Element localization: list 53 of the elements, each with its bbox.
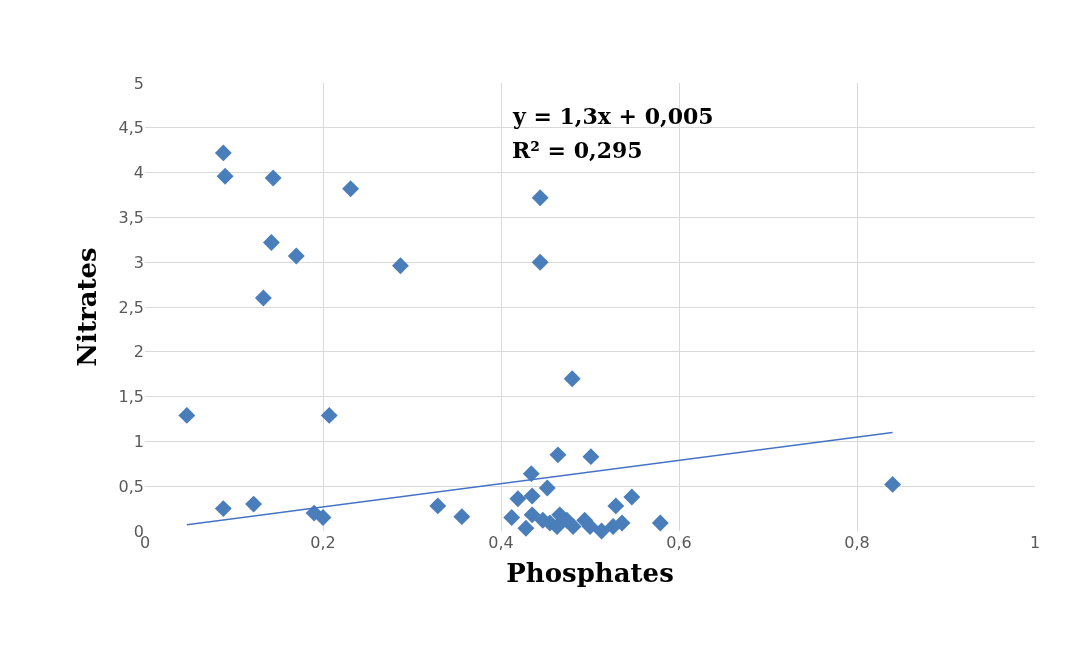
point [549,446,567,464]
point [214,500,232,518]
point [531,189,549,207]
y-tick-label: 2 [133,342,144,362]
point [254,289,272,307]
point [517,519,535,537]
point [523,487,541,505]
point [607,497,625,515]
x-tick-label: 0,4 [488,533,514,552]
y-tick-label: 3,5 [118,208,144,227]
point [216,167,234,185]
point [884,475,902,493]
point [264,169,282,187]
point [509,490,527,508]
point [651,514,669,532]
x-tick-label: 1 [1029,533,1041,552]
y-tick-label: 3 [133,252,144,272]
point [581,518,599,535]
point [538,479,556,497]
point [523,506,541,524]
x-tick-label: 0,2 [310,533,336,552]
y-tick-label: 0,5 [118,476,144,496]
y-tick-label: 1 [133,432,144,451]
annotation: R² = 0,295 [512,137,643,163]
y-tick-label: 4,5 [118,118,144,138]
y-tick-label: 4 [133,163,144,183]
point [178,406,196,424]
point [593,522,611,540]
point [245,495,263,513]
point [563,370,581,388]
point [623,488,641,506]
point [522,465,540,483]
point [453,508,471,526]
point [503,509,521,527]
point [320,406,338,424]
y-axis-title: Nitrates [71,247,102,367]
x-tick-label: 0,6 [666,533,692,552]
point [342,180,360,198]
point [391,257,409,275]
annotation: y = 1,3x + 0,005 [512,103,714,129]
x-axis-title: Phosphates [506,557,674,588]
y-tick-label: 5 [133,73,144,93]
y-tick-label: 2,5 [118,297,144,317]
point [287,247,305,265]
point [429,497,447,515]
point [582,448,600,466]
point [214,144,232,162]
y-tick-label: 1,5 [118,387,144,407]
point [314,509,332,527]
point [531,253,549,271]
x-tick-label: 0,8 [844,533,870,552]
point [613,514,631,532]
point [262,234,280,251]
